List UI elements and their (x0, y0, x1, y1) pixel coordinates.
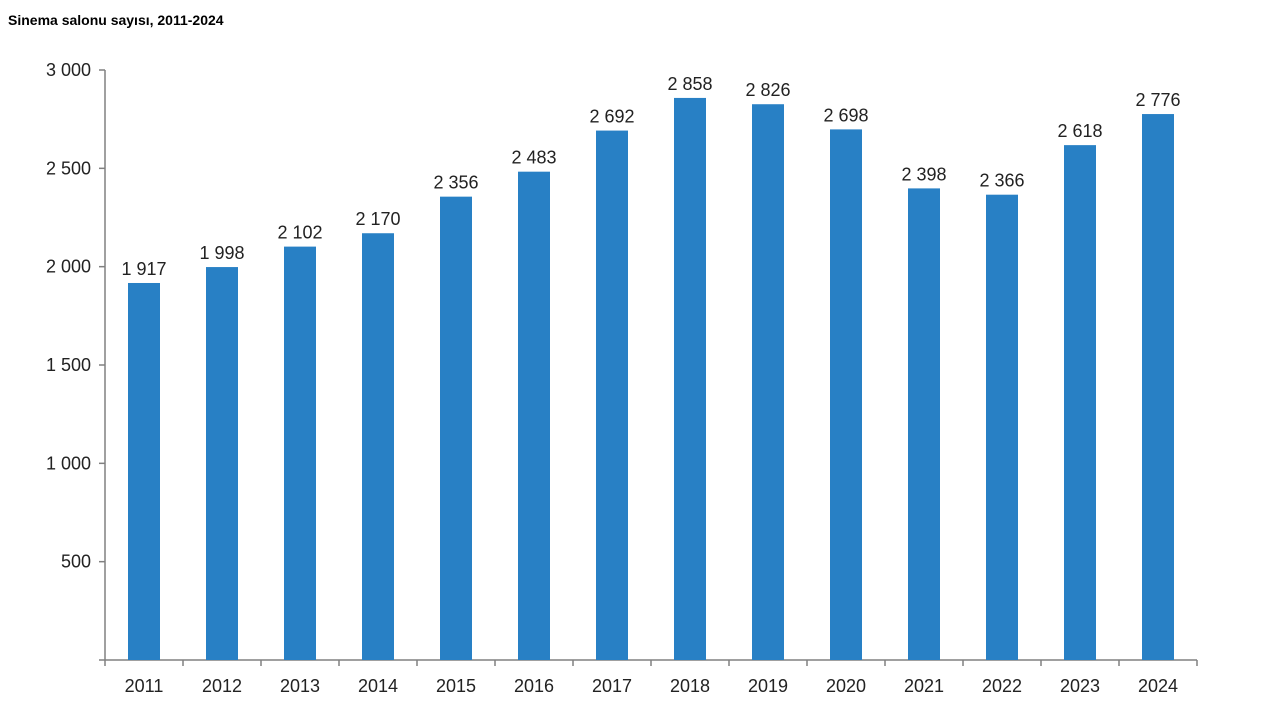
labels-layer: 1 917 2011 1 998 2012 2 102 2013 2 170 2014 2 35… (121, 74, 1180, 696)
bar-2011 (128, 282, 160, 660)
bar-2022 (986, 194, 1018, 661)
bar-2015 (440, 196, 472, 661)
data-label-2023: 2 618 (1057, 121, 1102, 141)
bars-layer (128, 97, 1174, 661)
data-label-2020: 2 698 (823, 105, 868, 125)
axes-layer: 500 1 000 1 500 2 000 2 500 3 000 (46, 60, 1198, 666)
data-label-2022: 2 366 (979, 171, 1024, 191)
y-tick-label: 2 500 (46, 158, 91, 178)
x-tick-label-2014: 2014 (358, 676, 398, 696)
chart-title: Sinema salonu sayısı, 2011-2024 (8, 12, 224, 28)
x-tick-label-2017: 2017 (592, 676, 632, 696)
data-label-2017: 2 692 (589, 107, 634, 127)
data-label-2016: 2 483 (511, 148, 556, 168)
data-label-2024: 2 776 (1135, 90, 1180, 110)
bar-2016 (518, 171, 550, 660)
x-tick-label-2011: 2011 (125, 676, 164, 696)
bar-2017 (596, 130, 628, 660)
data-label-2015: 2 356 (433, 173, 478, 193)
data-label-2013: 2 102 (277, 223, 322, 243)
bar-2021 (908, 188, 940, 661)
x-tick-label-2024: 2024 (1138, 676, 1178, 696)
bar-2014 (362, 233, 394, 660)
data-label-2012: 1 998 (199, 243, 244, 263)
x-tick-label-2016: 2016 (514, 676, 554, 696)
data-label-2011: 1 917 (121, 259, 166, 279)
bar-2013 (284, 246, 316, 660)
bar-2020 (830, 129, 862, 661)
data-label-2021: 2 398 (901, 164, 946, 184)
y-tick-label: 2 000 (46, 257, 91, 277)
x-tick-label-2021: 2021 (904, 676, 944, 696)
data-label-2019: 2 826 (745, 80, 790, 100)
x-tick-label-2023: 2023 (1060, 676, 1100, 696)
bar-2018 (674, 97, 706, 661)
y-tick-label: 1 500 (46, 355, 91, 375)
data-label-2014: 2 170 (355, 209, 400, 229)
x-tick-label-2018: 2018 (670, 676, 710, 696)
x-tick-label-2019: 2019 (748, 676, 788, 696)
y-tick-label: 500 (61, 552, 91, 572)
x-tick-label-2013: 2013 (280, 676, 320, 696)
x-tick-label-2020: 2020 (826, 676, 866, 696)
x-tick-label-2012: 2012 (202, 676, 242, 696)
bar-2012 (206, 267, 238, 660)
bar-2023 (1064, 145, 1096, 661)
y-tick-label: 3 000 (46, 60, 91, 80)
bar-2024 (1142, 114, 1174, 660)
x-tick-label-2015: 2015 (436, 676, 476, 696)
data-label-2018: 2 858 (667, 74, 712, 94)
x-tick-label-2022: 2022 (982, 676, 1022, 696)
y-tick-label: 1 000 (46, 453, 91, 473)
bar-2019 (752, 104, 784, 661)
